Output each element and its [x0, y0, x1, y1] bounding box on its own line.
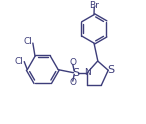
Text: S: S — [72, 68, 79, 78]
Text: Br: Br — [89, 1, 99, 10]
Text: O: O — [69, 58, 76, 67]
Text: N: N — [84, 68, 91, 77]
Text: S: S — [107, 65, 114, 75]
Text: Cl: Cl — [14, 57, 23, 66]
Text: Cl: Cl — [24, 37, 32, 46]
Text: O: O — [69, 78, 76, 87]
